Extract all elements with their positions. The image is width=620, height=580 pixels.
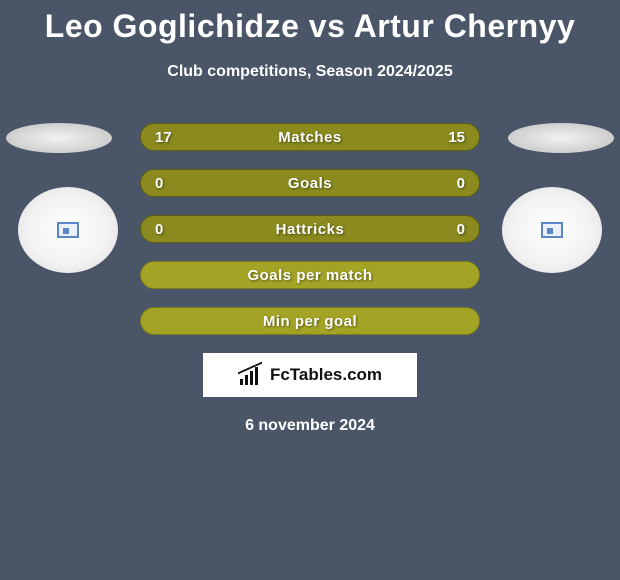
page-title: Leo Goglichidze vs Artur Chernyy [0,0,620,45]
stat-right-value: 15 [435,129,465,146]
subtitle: Club competitions, Season 2024/2025 [0,63,620,81]
stat-left-value: 0 [155,221,185,238]
left-player-disc [18,187,118,273]
stat-bars: 17Matches150Goals00Hattricks0Goals per m… [140,123,480,335]
stat-label: Goals per match [185,267,435,284]
stat-label: Matches [185,129,435,146]
stat-label: Hattricks [185,221,435,238]
right-platform-oval [508,123,614,153]
stat-left-value: 17 [155,129,185,146]
stat-bar-mpg: Min per goal [140,307,480,335]
stat-left-value: 0 [155,175,185,192]
stat-bar-matches: 17Matches15 [140,123,480,151]
stat-bar-gpm: Goals per match [140,261,480,289]
bar-chart-up-icon [238,365,264,385]
stat-label: Min per goal [185,313,435,330]
right-player-disc [502,187,602,273]
stat-right-value: 0 [435,175,465,192]
comparison-stage: 17Matches150Goals00Hattricks0Goals per m… [0,123,620,435]
left-platform-oval [6,123,112,153]
player-badge-icon [541,222,563,238]
watermark-text: FcTables.com [270,365,382,385]
stat-label: Goals [185,175,435,192]
stat-right-value: 0 [435,221,465,238]
stat-bar-goals: 0Goals0 [140,169,480,197]
stat-bar-hattricks: 0Hattricks0 [140,215,480,243]
date-label: 6 november 2024 [0,417,620,435]
watermark-box: FcTables.com [203,353,417,397]
player-badge-icon [57,222,79,238]
